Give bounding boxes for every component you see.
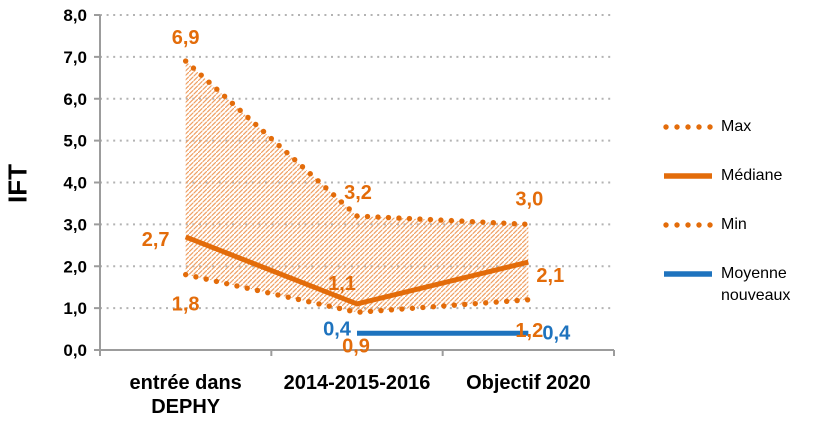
data-label: 6,9 <box>172 27 200 49</box>
data-label: 1,1 <box>328 273 356 295</box>
y-tick-label: 4,0 <box>63 174 87 193</box>
legend-item-min: Min <box>662 214 809 236</box>
data-label: 1,8 <box>172 294 200 316</box>
x-category-label: DEPHY <box>151 396 221 418</box>
y-tick-label: 8,0 <box>63 6 87 25</box>
legend-label: Moyenne nouveaux <box>721 265 791 304</box>
legend-label: Max <box>721 118 752 135</box>
data-label: 2,7 <box>142 229 170 251</box>
legend-label: Min <box>721 216 747 233</box>
dotted-line-swatch <box>663 124 713 130</box>
data-label: 0,4 <box>542 322 571 344</box>
y-tick-label: 6,0 <box>63 90 87 109</box>
data-label: 1,2 <box>515 320 543 342</box>
legend-label: Médiane <box>721 167 783 184</box>
data-label: 3,2 <box>344 182 372 204</box>
x-category-label: 2014-2015-2016 <box>284 372 431 394</box>
dotted-line-swatch <box>663 222 713 228</box>
x-category-label: entrée dans <box>130 372 242 394</box>
y-tick-label: 7,0 <box>63 48 87 67</box>
legend: Max Médiane Min Moyenne nouveaux <box>662 116 809 334</box>
data-label: 0,4 <box>323 318 352 340</box>
y-tick-label: 1,0 <box>63 299 87 318</box>
legend-item-médiane: Médiane <box>662 165 809 187</box>
solid-line-swatch <box>664 173 712 179</box>
y-tick-label: 3,0 <box>63 215 87 234</box>
y-tick-label: 2,0 <box>63 257 87 276</box>
series-line-max <box>182 58 532 228</box>
min-max-band <box>185 61 529 313</box>
y-tick-label: 5,0 <box>63 132 87 151</box>
legend-item-moyenne-nouveaux: Moyenne nouveaux <box>662 263 809 307</box>
data-label: 3,0 <box>515 188 543 210</box>
data-label: 0,9 <box>342 335 370 357</box>
legend-item-max: Max <box>662 116 809 138</box>
data-label: 2,1 <box>536 265 564 287</box>
y-tick-label: 0,0 <box>63 341 87 360</box>
x-category-label: Objectif 2020 <box>466 372 591 394</box>
series-line-médiane <box>184 234 529 307</box>
solid-line-swatch <box>664 271 712 277</box>
